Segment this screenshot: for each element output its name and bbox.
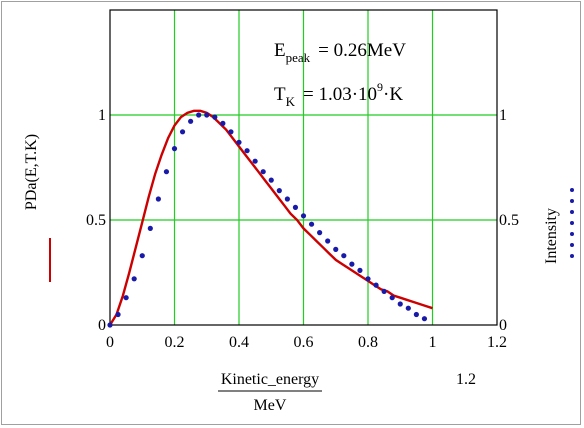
- x-tick-label: 0.2: [165, 334, 185, 351]
- epeak-annotation: Epeak = 0.26MeV: [274, 40, 406, 65]
- legend-dot-swatch: [570, 188, 574, 258]
- series-group: [107, 109, 433, 328]
- y-tick-label-left: 0: [98, 317, 106, 334]
- data-point: [317, 230, 323, 236]
- data-point: [188, 118, 194, 124]
- series-line: [108, 109, 433, 326]
- data-point: [292, 204, 299, 210]
- legend-dot: [570, 254, 574, 258]
- data-point: [333, 246, 339, 252]
- data-point: [341, 253, 347, 259]
- grid: [110, 10, 497, 325]
- data-point: [196, 112, 202, 118]
- data-point: [212, 114, 218, 120]
- x-axis-extra-label: 1.2: [456, 371, 476, 388]
- legend-dot: [570, 199, 574, 203]
- data-point: [413, 311, 419, 318]
- x-tick-label: 1: [429, 334, 437, 351]
- data-point: [123, 295, 129, 301]
- data-point: [228, 129, 234, 135]
- data-point: [236, 139, 242, 145]
- data-point: [276, 188, 282, 194]
- legend-dot: [570, 243, 574, 247]
- data-point: [284, 196, 290, 202]
- x-tick-label: 0.8: [358, 334, 378, 351]
- data-point: [365, 276, 371, 282]
- x-axis-label-numerator: Kinetic_energy: [221, 371, 319, 388]
- data-point: [325, 238, 331, 244]
- legend-dot: [570, 188, 574, 192]
- data-point: [268, 177, 274, 183]
- legend-dot: [570, 221, 574, 225]
- y-axis-label-right: Intensity: [543, 208, 560, 264]
- data-point: [373, 282, 379, 288]
- data-point: [139, 253, 145, 259]
- data-point: [260, 169, 266, 175]
- x-tick-label: 0.6: [294, 334, 314, 351]
- y-tick-label-left: 0.5: [86, 212, 106, 229]
- legend-dot: [570, 210, 574, 214]
- y-tick-label-left: 1: [98, 107, 106, 124]
- data-point: [381, 288, 387, 294]
- plot-border: [109, 9, 498, 326]
- data-point: [115, 311, 121, 318]
- data-point: [131, 276, 137, 282]
- y-tick-label-right: 1: [499, 107, 507, 124]
- data-point: [252, 158, 258, 164]
- data-point: [397, 301, 403, 307]
- data-point: [357, 267, 363, 273]
- x-axis-label-denominator: MeV: [254, 397, 287, 414]
- data-point: [147, 225, 153, 231]
- legend-dot: [570, 232, 574, 236]
- x-tick-label: 0.4: [229, 334, 249, 351]
- x-tick-label: 1.2: [487, 334, 507, 351]
- data-point: [405, 305, 411, 311]
- data-point: [421, 316, 428, 322]
- data-point: [349, 261, 355, 267]
- data-point: [220, 120, 226, 126]
- data-point: [171, 146, 178, 152]
- data-point: [389, 295, 395, 301]
- data-point: [163, 169, 170, 175]
- data-point: [204, 112, 210, 118]
- data-point: [155, 196, 161, 202]
- x-tick-label: 0: [106, 334, 114, 351]
- data-point: [300, 213, 307, 219]
- y-tick-label-right: 0.5: [499, 212, 519, 229]
- data-point: [107, 322, 113, 328]
- y-axis-label-left: PDa(E,T.K): [23, 134, 40, 210]
- tk-annotation: TK = 1.03·109·K: [274, 80, 403, 109]
- data-point: [179, 129, 186, 135]
- y-tick-label-right: 0: [499, 317, 507, 334]
- data-point: [308, 221, 315, 227]
- data-point: [244, 148, 250, 154]
